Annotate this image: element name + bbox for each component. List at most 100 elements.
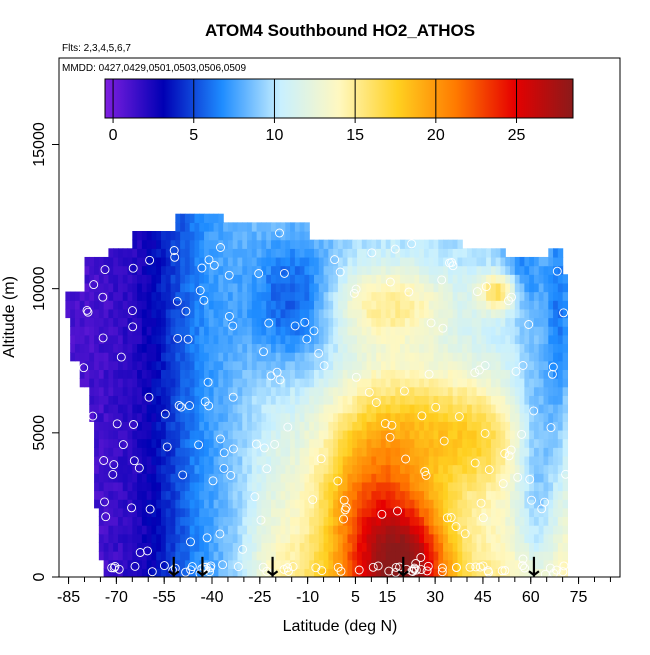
heatmap-cell: [495, 473, 502, 483]
heatmap-cell: [376, 551, 382, 561]
heatmap-cell: [122, 447, 129, 457]
heatmap-cell: [223, 507, 229, 518]
heatmap-cell: [366, 308, 372, 319]
heatmap-cell: [314, 559, 320, 569]
heatmap-cell: [247, 438, 253, 448]
heatmap-cell: [395, 317, 401, 327]
heatmap-cell: [457, 256, 463, 267]
heatmap-cell: [404, 386, 411, 396]
heatmap-cell: [423, 455, 430, 466]
heatmap-cell: [371, 473, 377, 483]
heatmap-cell: [141, 265, 148, 275]
heatmap-cell: [122, 490, 129, 500]
heatmap-cell: [385, 455, 392, 466]
heatmap-cell: [462, 352, 468, 362]
heatmap-cell: [428, 300, 435, 310]
heatmap-cell: [113, 274, 119, 284]
heatmap-cell: [237, 239, 243, 249]
heatmap-cell: [490, 274, 497, 284]
heatmap-cell: [122, 412, 129, 422]
heatmap-cell: [328, 551, 334, 561]
heatmap-cell: [270, 360, 277, 370]
heatmap-cell: [543, 378, 549, 388]
heatmap-cell: [371, 386, 377, 396]
heatmap-cell: [247, 265, 253, 275]
heatmap-cell: [218, 248, 224, 258]
heatmap-cell: [89, 412, 95, 422]
heatmap-cell: [247, 473, 253, 483]
heatmap-cell: [285, 438, 291, 448]
heatmap-cell: [333, 369, 339, 379]
heatmap-cell: [70, 326, 76, 336]
heatmap-cell: [433, 360, 439, 370]
heatmap-cell: [156, 334, 162, 345]
heatmap-cell: [328, 438, 334, 448]
heatmap-cell: [486, 551, 492, 561]
heatmap-cell: [562, 421, 569, 431]
heatmap-cell: [452, 378, 459, 388]
heatmap-cell: [548, 490, 554, 500]
heatmap-cell: [318, 239, 325, 249]
heatmap-cell: [476, 404, 482, 414]
heatmap-cell: [562, 282, 569, 293]
heatmap-cell: [476, 317, 482, 327]
heatmap-cell: [156, 386, 162, 396]
heatmap-cell: [385, 533, 392, 543]
heatmap-cell: [180, 542, 186, 552]
heatmap-cell: [328, 404, 334, 414]
heatmap-cell: [371, 274, 377, 284]
heatmap-cell: [256, 369, 263, 379]
heatmap-cell: [151, 499, 157, 509]
heatmap-cell: [275, 326, 282, 336]
heatmap-cell: [352, 421, 358, 431]
heatmap-cell: [323, 551, 329, 561]
heatmap-cell: [357, 248, 363, 258]
heatmap-cell: [538, 551, 545, 561]
heatmap-cell: [204, 360, 210, 370]
heatmap-cell: [270, 499, 277, 509]
heatmap-cell: [357, 386, 363, 396]
heatmap-cell: [189, 352, 196, 362]
heatmap-cell: [423, 395, 430, 405]
heatmap-cell: [495, 352, 502, 362]
heatmap-cell: [548, 360, 554, 370]
heatmap-cell: [275, 533, 282, 543]
heatmap-cell: [514, 256, 521, 267]
heatmap-cell: [337, 542, 344, 552]
heatmap-cell: [400, 274, 406, 284]
heatmap-cell: [175, 421, 181, 431]
heatmap-cell: [548, 274, 554, 284]
heatmap-cell: [533, 499, 540, 509]
heatmap-cell: [361, 404, 368, 414]
heatmap-cell: [170, 231, 176, 241]
heatmap-cell: [290, 239, 296, 249]
heatmap-cell: [137, 291, 143, 301]
heatmap-cell: [156, 525, 162, 535]
measurement-marker: [340, 505, 350, 515]
heatmap-cell: [557, 568, 564, 577]
heatmap-cell: [314, 265, 320, 275]
heatmap-cell: [94, 326, 100, 336]
heatmap-cell: [538, 378, 545, 388]
heatmap-cell: [357, 300, 363, 310]
heatmap-cell: [323, 248, 329, 258]
heatmap-cell: [428, 507, 435, 518]
heatmap-cell: [562, 378, 569, 388]
heatmap-cell: [481, 300, 487, 310]
heatmap-cell: [247, 404, 253, 414]
heatmap-cell: [548, 429, 554, 440]
heatmap-cell: [161, 490, 167, 500]
heatmap-cell: [490, 265, 497, 275]
heatmap-cell: [433, 378, 439, 388]
heatmap-cell: [237, 343, 243, 353]
heatmap-cell: [304, 507, 310, 518]
heatmap-cell: [213, 481, 219, 492]
heatmap-cell: [98, 490, 105, 500]
heatmap-cell: [275, 568, 282, 577]
heatmap-cell: [543, 343, 549, 353]
heatmap-cell: [333, 352, 339, 362]
heatmap-cell: [261, 265, 267, 275]
heatmap-cell: [170, 404, 176, 414]
heatmap-cell: [548, 291, 554, 301]
heatmap-cell: [117, 317, 124, 327]
